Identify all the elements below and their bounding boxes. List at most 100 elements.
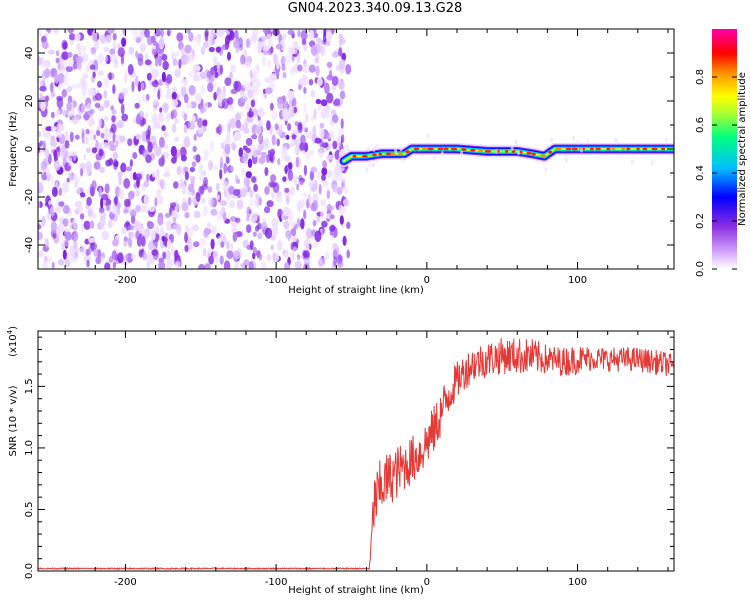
noise-speck <box>345 64 352 75</box>
noise-speck <box>38 224 42 230</box>
noise-speck <box>45 95 49 102</box>
noise-speck <box>308 78 314 86</box>
noise-speck <box>311 183 317 192</box>
noise-speck <box>44 132 51 138</box>
noise-speck <box>141 117 147 125</box>
noise-speck <box>171 91 177 100</box>
ridge-peak <box>450 147 458 151</box>
noise-speck <box>235 119 241 129</box>
noise-speck <box>303 164 307 176</box>
noise-speck <box>152 170 156 178</box>
noise-speck <box>299 142 305 151</box>
noise-speck <box>136 235 142 247</box>
noise-speck <box>260 260 267 269</box>
snr-x-axis-label: Height of straight line (km) <box>288 585 424 596</box>
noise-speck <box>112 239 119 247</box>
noise-speck <box>64 130 69 141</box>
noise-speck <box>305 130 314 140</box>
noise-speck <box>165 249 171 261</box>
noise-speck <box>141 205 148 213</box>
noise-speck <box>156 168 160 180</box>
noise-speck <box>172 58 178 66</box>
ridge-halo-speck <box>432 155 436 161</box>
noise-speck <box>271 72 278 82</box>
noise-speck <box>299 179 304 186</box>
noise-speck <box>97 80 102 88</box>
noise-speck <box>219 200 227 206</box>
noise-speck <box>188 241 193 250</box>
noise-speck <box>260 222 268 230</box>
noise-speck <box>147 250 151 262</box>
noise-speck <box>303 86 307 95</box>
noise-speck <box>89 118 96 125</box>
noise-speck <box>157 216 164 226</box>
noise-speck <box>79 213 85 220</box>
noise-speck <box>320 199 327 207</box>
noise-speck <box>160 35 165 45</box>
noise-speck <box>56 123 62 135</box>
noise-speck <box>180 46 185 56</box>
noise-speck <box>44 148 50 159</box>
x-tick-label: -200 <box>114 275 137 286</box>
noise-speck <box>166 112 171 122</box>
noise-speck <box>285 134 290 140</box>
noise-speck <box>113 197 117 205</box>
noise-speck <box>208 46 215 53</box>
noise-speck <box>100 132 105 139</box>
noise-speck <box>44 238 49 249</box>
noise-speck <box>197 117 203 128</box>
noise-speck <box>128 46 135 56</box>
noise-speck <box>224 143 231 155</box>
noise-speck <box>321 167 328 176</box>
spectrogram-panel: -200 -100 0 100 40 20 0 -20 -40 Height of straig… <box>8 28 675 296</box>
noise-speck <box>184 54 189 64</box>
noise-speck <box>329 214 335 220</box>
noise-speck <box>342 185 348 194</box>
noise-speck <box>233 80 239 90</box>
noise-speck <box>121 37 127 47</box>
noise-speck <box>111 204 115 215</box>
noise-speck <box>199 163 203 175</box>
noise-speck <box>116 206 121 216</box>
noise-speck <box>74 32 81 42</box>
noise-speck <box>255 193 260 200</box>
noise-speck <box>275 196 283 203</box>
noise-speck <box>171 245 175 255</box>
noise-speck <box>58 187 62 196</box>
noise-speck <box>147 141 153 153</box>
noise-speck <box>84 238 90 245</box>
noise-speck <box>202 119 208 127</box>
noise-speck <box>111 109 117 115</box>
ridge-peak <box>390 152 396 156</box>
noise-speck <box>281 108 289 120</box>
ridge-peak <box>555 147 562 151</box>
noise-speck <box>315 98 322 105</box>
noise-speck <box>66 151 74 157</box>
ridge-peak <box>443 147 449 151</box>
noise-speck <box>155 225 160 235</box>
noise-speck <box>43 255 48 263</box>
noise-speck <box>257 232 263 240</box>
noise-speck <box>263 206 271 214</box>
ridge-halo-speck <box>365 167 369 173</box>
noise-speck <box>242 92 247 99</box>
noise-speck <box>269 155 273 162</box>
noise-speck <box>332 114 339 124</box>
noise-speck <box>335 64 343 71</box>
noise-speck <box>276 138 281 147</box>
noise-speck <box>262 29 269 34</box>
noise-speck <box>176 32 184 42</box>
noise-speck <box>264 77 272 83</box>
noise-speck <box>203 149 209 161</box>
noise-speck <box>119 135 126 143</box>
noise-speck <box>315 65 320 77</box>
ridge-halo-speck <box>401 157 405 163</box>
noise-speck <box>115 140 119 148</box>
noise-speck <box>342 198 350 207</box>
noise-speck <box>132 152 138 159</box>
noise-speck <box>61 89 67 98</box>
noise-speck <box>210 208 218 216</box>
noise-speck <box>301 75 309 86</box>
noise-speck <box>252 231 257 237</box>
noise-speck <box>184 171 189 181</box>
